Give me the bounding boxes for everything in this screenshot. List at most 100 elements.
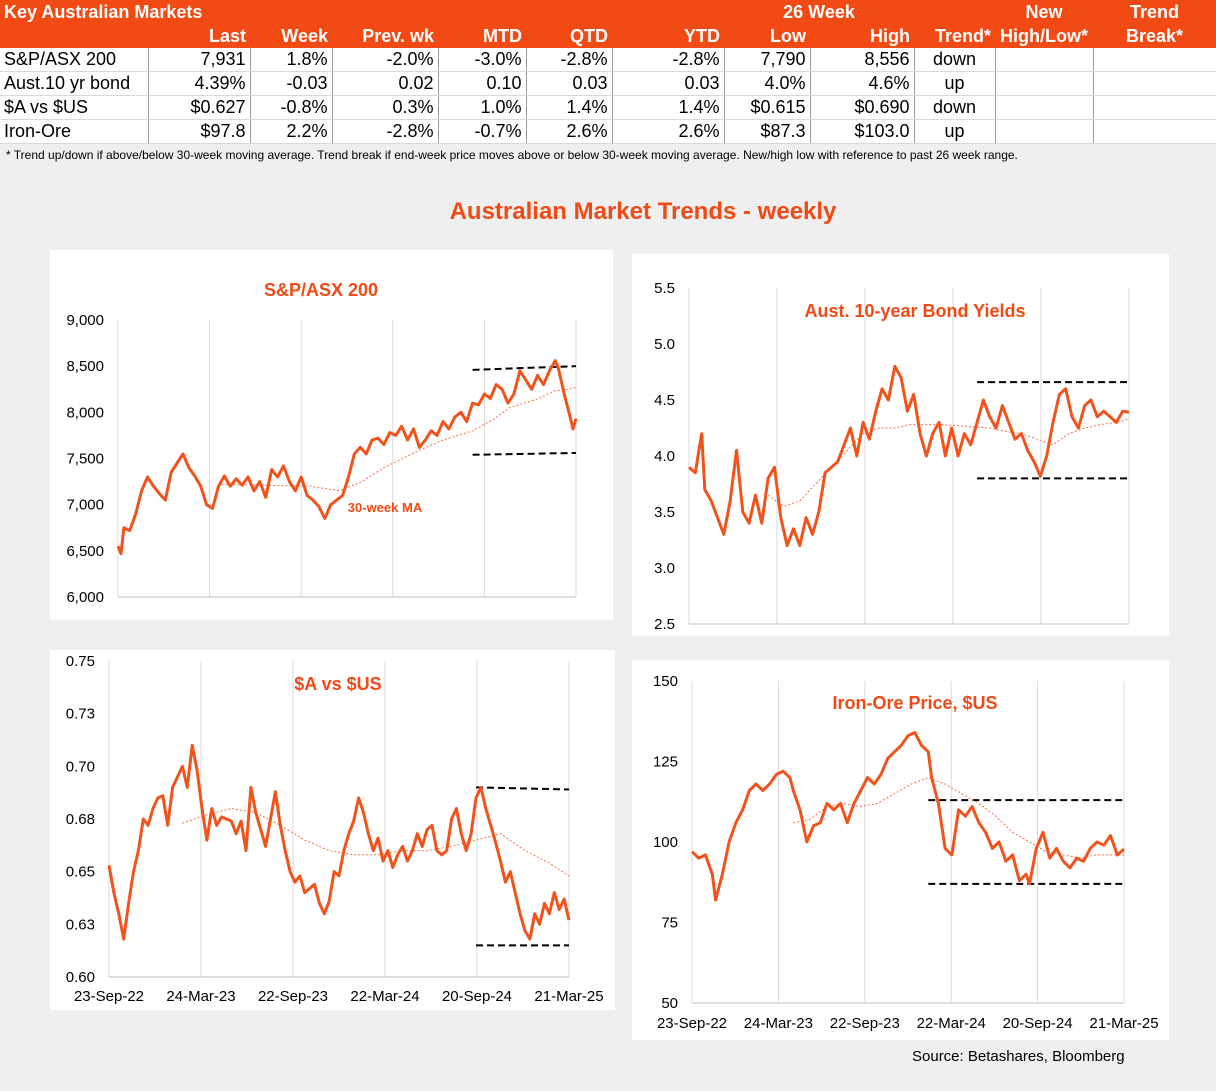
x-tick-label: 22-Sep-23 — [258, 988, 328, 1005]
cell-new-high-low — [995, 119, 1094, 144]
x-tick-label: 22-Mar-24 — [917, 1015, 986, 1032]
y-tick-label: 0.63 — [66, 916, 95, 933]
y-tick-label: 8,500 — [66, 358, 104, 375]
cell-prev-wk: -2.0% — [332, 48, 439, 72]
table-footnote: * Trend up/down if above/below 30-week m… — [6, 148, 1018, 162]
col-header-week: Week — [250, 24, 332, 48]
cell-ytd: 0.03 — [612, 71, 725, 96]
cell-qtd: 0.03 — [526, 71, 613, 96]
y-tick-label: 0.65 — [66, 864, 95, 881]
chart-panel-bond-yields: 2.5 3.0 3.5 4.0 4.5 5.0 5.5 Aust. 10-year Bond … — [632, 254, 1169, 636]
cell-week: -0.8% — [250, 95, 333, 120]
chart-aud-usd: 0.60 0.63 0.65 0.68 0.70 0.73 0.75 23-Sep-22 24-… — [66, 653, 604, 1005]
y-tick-label: 4.5 — [654, 392, 675, 409]
y-tick-label: 0.60 — [66, 969, 95, 986]
y-tick-label: 150 — [653, 673, 678, 690]
y-tick-label: 5.5 — [654, 280, 675, 297]
cell-mtd: 0.10 — [438, 71, 527, 96]
cell-high: $0.690 — [810, 95, 915, 120]
y-tick-label: 0.68 — [66, 811, 95, 828]
chart-panel-aud-usd: 0.60 0.63 0.65 0.68 0.70 0.73 0.75 23-Sep-22 24-… — [50, 650, 615, 1010]
y-tick-label: 4.0 — [654, 448, 675, 465]
cell-last: $0.627 — [148, 95, 251, 120]
col-header-trend-break-line2: Break* — [1093, 24, 1216, 48]
cell-trend: down — [914, 95, 996, 120]
chart-title: $A vs $US — [294, 674, 381, 694]
col-header-qtd: QTD — [526, 24, 612, 48]
cell-prev-wk: -2.8% — [332, 119, 439, 144]
x-tick-label: 20-Sep-24 — [1003, 1015, 1073, 1032]
cell-name: Iron-Ore — [0, 119, 149, 144]
cell-qtd: 1.4% — [526, 95, 613, 120]
col-header-new-high-low-line2: High/Low* — [995, 24, 1093, 48]
cell-last: 4.39% — [148, 71, 251, 96]
cell-last: $97.8 — [148, 119, 251, 144]
y-tick-label: 100 — [653, 834, 678, 851]
col-header-trend-break-line1: Trend — [1093, 0, 1216, 24]
cell-prev-wk: 0.02 — [332, 71, 439, 96]
cell-trend-break — [1093, 95, 1216, 120]
x-tick-label: 21-Mar-25 — [1089, 1015, 1158, 1032]
cell-low: $0.615 — [724, 95, 811, 120]
cell-trend-break — [1093, 48, 1216, 72]
table-row: S&P/ASX 200 7,931 1.8% -2.0% -3.0% -2.8% -2.8%… — [0, 48, 1216, 72]
x-tick-label: 23-Sep-22 — [74, 988, 144, 1005]
range-line — [475, 786, 570, 791]
x-tick-label: 24-Mar-23 — [166, 988, 235, 1005]
chart-asx200: 6,000 6,500 7,000 7,500 8,000 8,500 9,000 S&P/A… — [66, 280, 578, 606]
moving-average-line — [793, 777, 1124, 859]
cell-mtd: -0.7% — [438, 119, 527, 144]
cell-new-high-low — [995, 95, 1094, 120]
y-tick-label: 75 — [661, 915, 678, 932]
cell-trend-break — [1093, 119, 1216, 144]
cell-new-high-low — [995, 48, 1094, 72]
range-line — [472, 365, 577, 371]
col-header-ytd: YTD — [612, 24, 724, 48]
cell-high: 8,556 — [810, 48, 915, 72]
y-tick-label: 7,000 — [66, 497, 104, 514]
cell-ytd: -2.8% — [612, 48, 725, 72]
y-tick-label: 6,000 — [66, 589, 104, 606]
col-header-new-high-low-line1: New — [995, 0, 1093, 24]
col-header-high: High — [810, 24, 914, 48]
series-line — [690, 731, 1125, 902]
chart-panel-iron-ore: 50 75 100 125 150 23-Sep-22 24-Mar-23 22-Sep-23… — [632, 660, 1169, 1040]
y-tick-label: 7,500 — [66, 451, 104, 468]
y-tick-label: 0.70 — [66, 758, 95, 775]
y-tick-label: 0.75 — [66, 653, 95, 670]
y-tick-label: 8,000 — [66, 404, 104, 421]
y-tick-label: 3.0 — [654, 560, 675, 577]
source-note: Source: Betashares, Bloomberg — [912, 1048, 1125, 1065]
y-tick-label: 2.5 — [654, 616, 675, 633]
cell-name: $A vs $US — [0, 95, 149, 120]
x-tick-label: 23-Sep-22 — [657, 1015, 727, 1032]
cell-qtd: -2.8% — [526, 48, 613, 72]
series-line — [116, 359, 578, 556]
cell-low: 7,790 — [724, 48, 811, 72]
x-tick-label: 20-Sep-24 — [442, 988, 512, 1005]
cell-ytd: 2.6% — [612, 119, 725, 144]
ma-annotation: 30-week MA — [348, 500, 423, 515]
cell-prev-wk: 0.3% — [332, 95, 439, 120]
chart-iron-ore: 50 75 100 125 150 23-Sep-22 24-Mar-23 22-Sep-23… — [653, 673, 1159, 1032]
series-line — [107, 743, 571, 941]
cell-qtd: 2.6% — [526, 119, 613, 144]
cell-new-high-low — [995, 71, 1094, 96]
cell-week: 2.2% — [250, 119, 333, 144]
series-line — [688, 364, 1130, 548]
markets-table: Key Australian Markets 26 Week New Trend… — [0, 0, 1216, 144]
cell-high: 4.6% — [810, 71, 915, 96]
table-row: $A vs $US $0.627 -0.8% 0.3% 1.0% 1.4% 1.4% $0.6… — [0, 95, 1216, 120]
x-tick-label: 24-Mar-23 — [744, 1015, 813, 1032]
chart-title: S&P/ASX 200 — [264, 280, 378, 300]
cell-week: -0.03 — [250, 71, 333, 96]
col-header-prev-wk: Prev. wk — [332, 24, 438, 48]
y-tick-label: 125 — [653, 754, 678, 771]
col-header-low: Low — [724, 24, 810, 48]
range-line — [472, 451, 577, 456]
cell-trend-break — [1093, 71, 1216, 96]
cell-name: Aust.10 yr bond — [0, 71, 149, 96]
cell-trend: up — [914, 71, 996, 96]
y-tick-label: 5.0 — [654, 336, 675, 353]
moving-average-line — [221, 386, 577, 492]
